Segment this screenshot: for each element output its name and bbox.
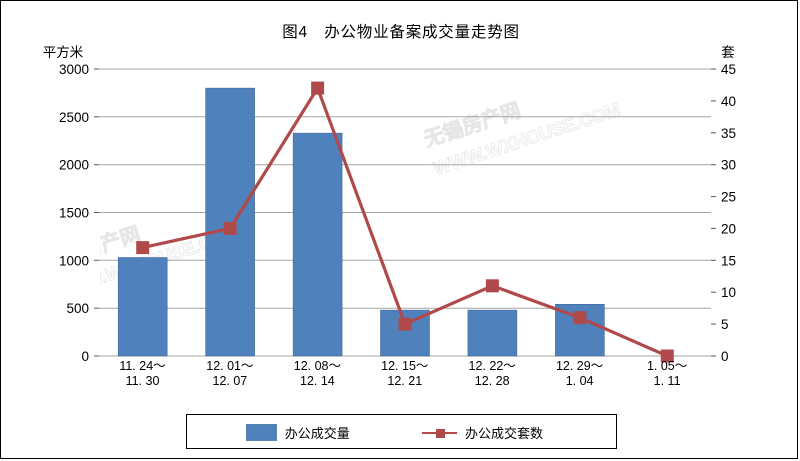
svg-text:30: 30 [721,158,736,173]
svg-text:40: 40 [721,94,736,109]
svg-text:1000: 1000 [59,253,89,268]
svg-text:1500: 1500 [59,206,89,221]
svg-text:10: 10 [721,285,736,300]
svg-text:20: 20 [721,221,736,236]
svg-text:0: 0 [81,349,89,364]
svg-text:2000: 2000 [59,158,89,173]
svg-text:15: 15 [721,253,736,268]
svg-text:2500: 2500 [59,110,89,125]
svg-text:35: 35 [721,126,736,141]
svg-text:45: 45 [721,62,736,77]
svg-text:0: 0 [721,349,729,364]
svg-text:5: 5 [721,317,729,332]
svg-text:3000: 3000 [59,62,89,77]
svg-text:500: 500 [66,301,89,316]
svg-text:25: 25 [721,190,736,205]
